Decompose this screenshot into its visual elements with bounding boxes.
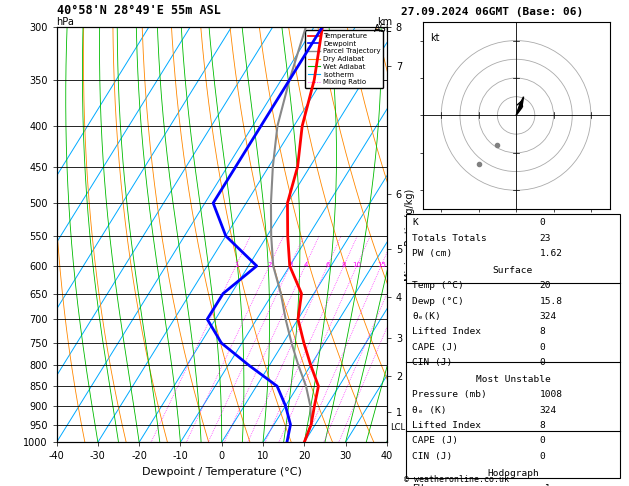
Text: 0: 0: [540, 358, 545, 367]
Text: 324: 324: [540, 406, 557, 415]
Text: PW (cm): PW (cm): [413, 249, 453, 258]
X-axis label: Dewpoint / Temperature (°C): Dewpoint / Temperature (°C): [142, 467, 302, 477]
Text: 0: 0: [540, 452, 545, 461]
Text: θₑ (K): θₑ (K): [413, 406, 447, 415]
Text: 15.8: 15.8: [540, 296, 563, 306]
Text: hPa: hPa: [57, 17, 74, 27]
Text: CAPE (J): CAPE (J): [413, 343, 459, 352]
Text: 0: 0: [540, 436, 545, 446]
Text: 1008: 1008: [540, 390, 563, 399]
Text: Pressure (mb): Pressure (mb): [413, 390, 487, 399]
Text: 27.09.2024 06GMT (Base: 06): 27.09.2024 06GMT (Base: 06): [401, 7, 584, 17]
Text: CIN (J): CIN (J): [413, 358, 453, 367]
Text: CAPE (J): CAPE (J): [413, 436, 459, 446]
Text: θₑ(K): θₑ(K): [413, 312, 441, 321]
Text: ASL: ASL: [374, 24, 392, 34]
Text: 1.62: 1.62: [540, 249, 563, 258]
Text: 324: 324: [540, 312, 557, 321]
Text: 1: 1: [234, 262, 238, 268]
Text: Temp (°C): Temp (°C): [413, 281, 464, 290]
Text: -1: -1: [540, 484, 551, 486]
Legend: Temperature, Dewpoint, Parcel Trajectory, Dry Adiabat, Wet Adiabat, Isotherm, Mi: Temperature, Dewpoint, Parcel Trajectory…: [305, 30, 383, 88]
Text: 3: 3: [288, 262, 292, 268]
Text: Lifted Index: Lifted Index: [413, 327, 481, 336]
Text: 15: 15: [377, 262, 386, 268]
Text: CIN (J): CIN (J): [413, 452, 453, 461]
Y-axis label: Mixing Ratio (g/kg): Mixing Ratio (g/kg): [405, 189, 415, 280]
Text: Hodograph: Hodograph: [487, 469, 539, 478]
Text: K: K: [413, 218, 418, 227]
Text: EH: EH: [413, 484, 424, 486]
Text: 0: 0: [540, 343, 545, 352]
Text: 10: 10: [353, 262, 362, 268]
Text: Lifted Index: Lifted Index: [413, 421, 481, 430]
Text: LCL: LCL: [390, 423, 405, 433]
Text: kt: kt: [430, 33, 440, 43]
Text: Totals Totals: Totals Totals: [413, 234, 487, 243]
Text: km: km: [377, 17, 392, 27]
Text: 23: 23: [540, 234, 551, 243]
Text: Most Unstable: Most Unstable: [476, 375, 550, 384]
Text: 20: 20: [540, 281, 551, 290]
Text: 8: 8: [342, 262, 347, 268]
Text: 6: 6: [326, 262, 330, 268]
Polygon shape: [516, 97, 523, 116]
Text: 4: 4: [304, 262, 308, 268]
Text: 8: 8: [540, 327, 545, 336]
Text: 8: 8: [540, 421, 545, 430]
Text: © weatheronline.co.uk: © weatheronline.co.uk: [404, 474, 509, 484]
Text: Surface: Surface: [493, 266, 533, 275]
Text: Dewp (°C): Dewp (°C): [413, 296, 464, 306]
Text: 0: 0: [540, 218, 545, 227]
Text: 40°58'N 28°49'E 55m ASL: 40°58'N 28°49'E 55m ASL: [57, 4, 221, 17]
Text: 2: 2: [267, 262, 272, 268]
